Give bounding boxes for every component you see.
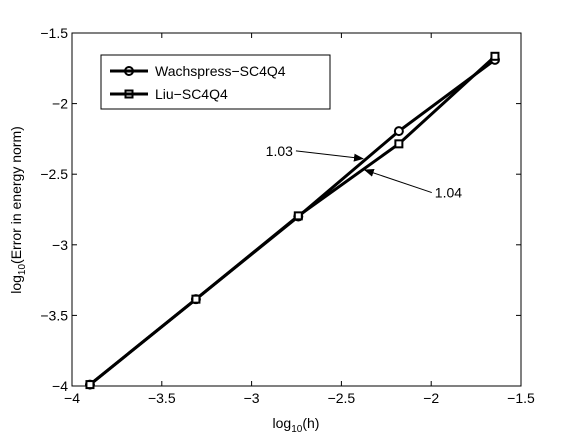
legend: Wachspress−SC4Q4 Liu−SC4Q4 (100, 54, 331, 110)
y-tick-label: −2.5 (40, 166, 68, 182)
x-axis-label: log10(h) (273, 415, 320, 435)
data-point-square (293, 211, 303, 221)
legend-label-wachspress: Wachspress−SC4Q4 (155, 63, 286, 79)
annotation-arrow (363, 169, 432, 194)
axis-ticks: −4 −3.5 −3 −2.5 −2 −1.5 −4 −3.5 −3 −2.5 −2 −1.5 (40, 25, 535, 406)
legend-marker-circle (124, 66, 134, 76)
x-tick-label: −2 (423, 390, 439, 406)
data-point-square (191, 294, 201, 304)
y-tick-label: −3.5 (40, 307, 68, 323)
data-point-square (85, 380, 95, 390)
annotation-label: 1.04 (435, 185, 462, 201)
series-markers (84, 51, 500, 390)
y-axis-label: log10(Error in energy norm) (8, 126, 28, 294)
x-tick-label: −3 (244, 390, 260, 406)
x-tick-label: −2.5 (328, 390, 356, 406)
y-tick-label: −1.5 (40, 25, 68, 41)
x-tick-label: −3.5 (148, 390, 176, 406)
legend-box (100, 54, 331, 110)
data-point-square (394, 139, 404, 149)
y-tick-label: −3 (52, 237, 68, 253)
legend-label-liu: Liu−SC4Q4 (155, 86, 228, 102)
annotations: 1.03 1.04 (266, 143, 463, 201)
legend-marker-square (124, 89, 134, 99)
data-point-circle (393, 126, 404, 137)
annotation-label: 1.03 (266, 143, 293, 159)
y-tick-label: −4 (52, 378, 68, 394)
x-tick-label: −4 (64, 390, 80, 406)
x-tick-label: −1.5 (507, 390, 535, 406)
data-point-square (490, 51, 500, 61)
annotation-arrow (295, 150, 364, 162)
y-tick-label: −2 (52, 96, 68, 112)
